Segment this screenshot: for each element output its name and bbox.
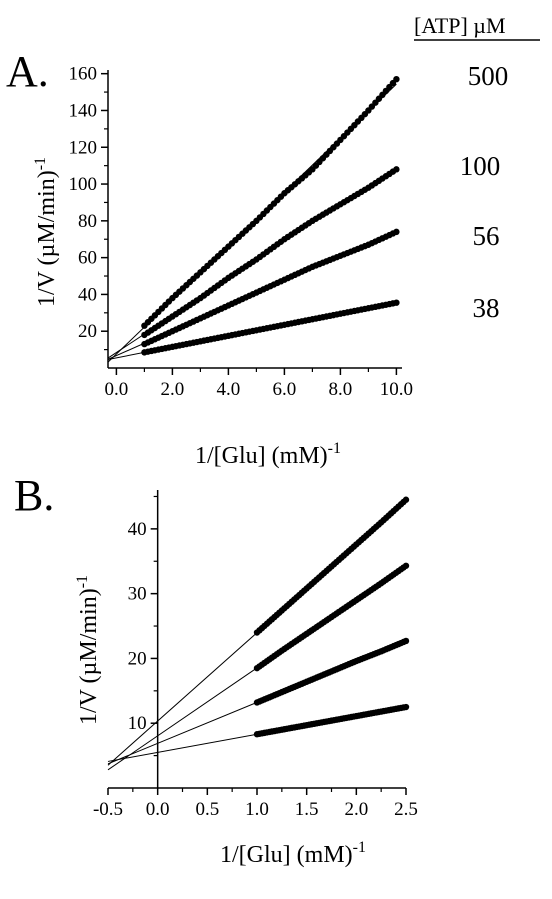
- y-tick-label: 100: [69, 174, 98, 195]
- y-tick-label: 140: [69, 100, 98, 121]
- data-point-38: [402, 703, 410, 711]
- y-tick-label: 160: [69, 64, 98, 85]
- y-tick-label: 20: [128, 648, 147, 669]
- panel-b-label: B.: [14, 471, 54, 520]
- y-tick-label: 120: [69, 137, 98, 158]
- y-tick-label: 60: [78, 248, 97, 269]
- x-tick-label: 6.0: [273, 379, 297, 400]
- data-point-38: [393, 299, 400, 306]
- legend-header: [ATP] µM: [414, 13, 506, 38]
- panel-b-ylabel: 1/V (µM/min)-1: [74, 575, 102, 725]
- series-label-500: 500: [468, 61, 509, 91]
- x-tick-label: 4.0: [217, 379, 241, 400]
- x-tick-label: 1.5: [295, 799, 319, 820]
- series-label-38: 38: [473, 293, 500, 323]
- panel-a-label: A.: [6, 47, 49, 96]
- panel-b-xlabel: 1/[Glu] (mM)-1: [220, 839, 366, 868]
- y-tick-label: 40: [128, 519, 147, 540]
- x-tick-label: 2.5: [394, 799, 418, 820]
- data-point-100: [393, 166, 400, 173]
- x-tick-label: 0.0: [146, 799, 170, 820]
- x-tick-label: 2.0: [161, 379, 185, 400]
- y-tick-label: 10: [128, 713, 147, 734]
- x-tick-label: 10.0: [380, 379, 413, 400]
- panel-a-xlabel: 1/[Glu] (mM)-1: [195, 440, 341, 469]
- x-tick-label: 8.0: [329, 379, 353, 400]
- series-label-56: 56: [473, 221, 500, 251]
- x-tick-label: 0.0: [105, 379, 129, 400]
- x-tick-label: 1.0: [245, 799, 269, 820]
- series-label-100: 100: [460, 151, 501, 181]
- data-point-100: [402, 562, 410, 569]
- x-tick-label: -0.5: [93, 799, 123, 820]
- x-tick-label: 2.0: [344, 799, 368, 820]
- panel-b-plot: -0.5 0.0 0.5 1.0 1.5 2.0 2.5 10 20 30 40: [93, 490, 418, 820]
- data-point-56: [402, 637, 410, 645]
- x-tick-label: 0.5: [195, 799, 219, 820]
- panel-a-plot: 0.0 2.0 4.0 6.0 8.0 10.0 20 40 60 80 100 120 140 160: [69, 64, 414, 400]
- y-tick-label: 30: [128, 584, 147, 605]
- y-tick-label: 20: [78, 321, 97, 342]
- y-tick-label: 80: [78, 211, 97, 232]
- panel-a-ylabel: 1/V (µM/min)-1: [32, 157, 60, 307]
- data-point-56: [393, 228, 400, 236]
- data-point-500: [393, 75, 400, 83]
- data-point-500: [402, 496, 410, 503]
- y-tick-label: 40: [78, 284, 97, 305]
